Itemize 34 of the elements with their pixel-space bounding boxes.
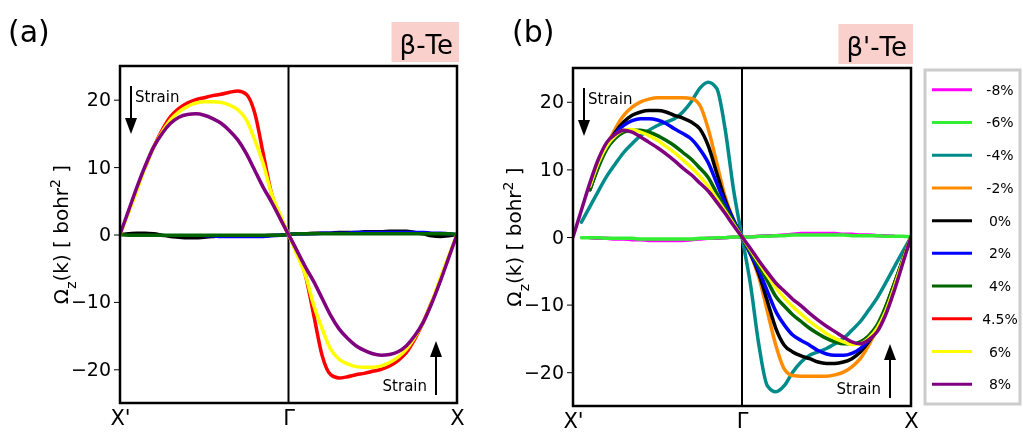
legend-label: 4.5% bbox=[982, 310, 1018, 327]
legend-label: 8% bbox=[988, 376, 1012, 393]
x-tick-label: X' bbox=[563, 408, 584, 433]
annotation: Strain bbox=[382, 377, 427, 395]
text: (a) bbox=[8, 14, 50, 49]
annotation: Strain bbox=[836, 380, 881, 398]
legend-label: -6% bbox=[986, 114, 1014, 131]
y-tick-label: −20 bbox=[70, 357, 111, 380]
chart-title: β-Te bbox=[399, 30, 453, 60]
text: (b) bbox=[512, 14, 555, 49]
x-tick-label: Γ bbox=[736, 408, 749, 433]
legend-label: 0% bbox=[988, 212, 1012, 229]
y-tick-label: −10 bbox=[523, 293, 564, 316]
annotation: Strain bbox=[135, 88, 180, 106]
legend-label: 4% bbox=[988, 278, 1012, 295]
annotation: Strain bbox=[588, 90, 633, 108]
y-tick-label: 20 bbox=[86, 88, 111, 111]
y-tick-label: 20 bbox=[539, 90, 564, 113]
legend-label: -8% bbox=[986, 81, 1014, 98]
x-tick-label: X' bbox=[110, 405, 131, 430]
y-tick-label: −10 bbox=[70, 290, 111, 313]
legend-label: 2% bbox=[988, 245, 1012, 262]
x-tick-label: Γ bbox=[283, 405, 296, 430]
legend-label: -4% bbox=[986, 147, 1014, 164]
x-tick-label: X bbox=[904, 408, 919, 433]
y-tick-label: 10 bbox=[86, 155, 111, 178]
chart-title: β'-Te bbox=[846, 32, 907, 62]
y-tick-label: 0 bbox=[551, 225, 564, 248]
legend-label: 6% bbox=[988, 343, 1012, 360]
y-tick-label: 0 bbox=[98, 223, 111, 246]
y-tick-label: 10 bbox=[539, 157, 564, 180]
y-tick-label: −20 bbox=[523, 360, 564, 383]
legend-label: -2% bbox=[986, 179, 1014, 196]
x-tick-label: X bbox=[450, 405, 465, 430]
